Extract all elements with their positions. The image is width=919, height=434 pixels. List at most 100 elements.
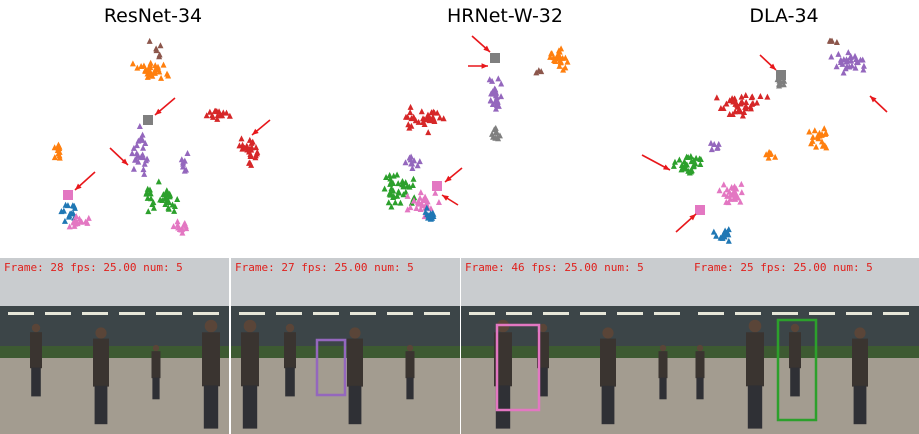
point (417, 205, 424, 212)
person-body (852, 338, 868, 387)
point (146, 189, 153, 196)
person-legs (242, 385, 258, 429)
point (767, 150, 774, 157)
point (860, 66, 867, 73)
window-light (45, 312, 71, 315)
point (409, 164, 416, 171)
point (388, 178, 395, 185)
highlight-square (143, 115, 153, 125)
point (395, 180, 402, 187)
point (133, 142, 140, 149)
point (491, 126, 498, 133)
arrow-head (442, 195, 449, 201)
point (681, 158, 688, 165)
point (153, 45, 160, 52)
point (708, 146, 715, 153)
building (690, 258, 919, 306)
window-light (156, 312, 182, 315)
point (385, 199, 392, 206)
person-legs (659, 377, 667, 400)
point (829, 37, 836, 44)
point (169, 201, 176, 208)
point (726, 110, 733, 117)
point (724, 192, 731, 199)
point (408, 153, 415, 160)
person-head (285, 323, 295, 333)
person-head (659, 344, 667, 352)
point (548, 50, 555, 57)
point (139, 131, 146, 138)
point (753, 99, 760, 106)
person-body (284, 332, 296, 369)
point (184, 150, 191, 157)
point (163, 195, 170, 202)
panel-title: HRNet-W-32 (447, 5, 563, 27)
point (160, 61, 167, 68)
point (174, 221, 181, 228)
point (386, 172, 393, 179)
point (671, 158, 678, 165)
point (410, 197, 417, 204)
point (415, 198, 422, 205)
highlight-square (695, 205, 705, 215)
point (150, 199, 157, 206)
point (749, 93, 756, 100)
point (489, 100, 496, 107)
point (175, 224, 182, 231)
building (231, 258, 460, 306)
point (418, 108, 425, 115)
tracking-box (315, 338, 347, 397)
point (238, 135, 245, 142)
point (493, 101, 500, 108)
point (159, 197, 166, 204)
point (688, 168, 695, 175)
point (814, 133, 821, 140)
point (249, 138, 256, 145)
hedge (690, 346, 919, 358)
point (387, 175, 394, 182)
point (239, 141, 246, 148)
point (494, 134, 501, 141)
tracking-box (495, 323, 541, 412)
point (823, 144, 830, 151)
point (381, 185, 388, 192)
person-head (95, 327, 107, 339)
point (413, 205, 420, 212)
point (206, 108, 213, 115)
point (743, 99, 750, 106)
point (714, 144, 721, 151)
person-legs (285, 367, 295, 397)
point (140, 62, 147, 69)
point (147, 64, 154, 71)
person-body (347, 338, 363, 387)
person-legs (406, 377, 414, 400)
window-light (119, 312, 145, 315)
panel-title: ResNet-34 (104, 5, 202, 27)
point (404, 182, 411, 189)
point (416, 158, 423, 165)
person-body (93, 338, 109, 387)
person-legs (152, 377, 160, 400)
point (764, 93, 771, 100)
point (386, 190, 393, 197)
point (166, 193, 173, 200)
point (142, 67, 149, 74)
point (174, 218, 181, 225)
point (724, 186, 731, 193)
point (840, 69, 847, 76)
point (51, 154, 58, 161)
point (749, 100, 756, 107)
point (840, 56, 847, 63)
arrow-head (121, 158, 128, 165)
point (780, 77, 787, 84)
point (183, 166, 190, 173)
windows (690, 306, 919, 351)
point (562, 54, 569, 61)
point (84, 219, 91, 226)
point (423, 115, 430, 122)
point (683, 161, 690, 168)
point (410, 175, 417, 182)
point (845, 49, 852, 56)
point (440, 115, 447, 122)
